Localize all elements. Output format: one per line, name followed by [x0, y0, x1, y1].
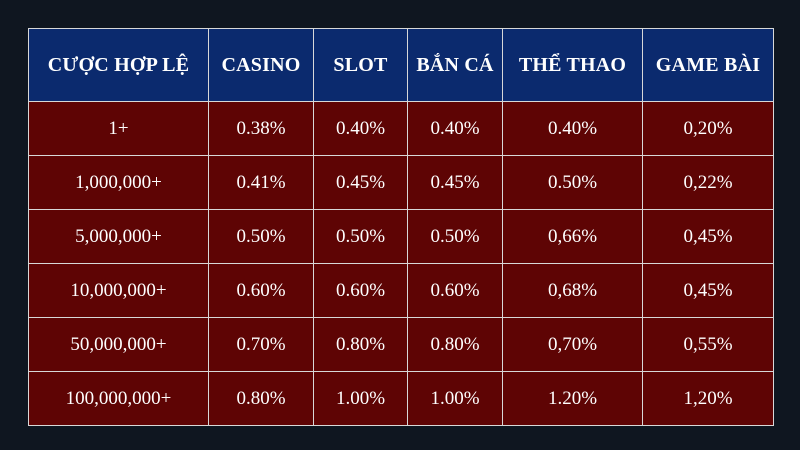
cell-valid-bet: 1,000,000+ — [28, 155, 209, 210]
cell-slot: 0.60% — [313, 263, 408, 318]
cell-casino: 0.38% — [208, 101, 314, 156]
cell-sports: 0,66% — [502, 209, 643, 264]
rebate-rate-table: CƯỢC HỢP LỆ CASINO SLOT BẮN CÁ THỂ THAO … — [28, 28, 774, 426]
cell-card-games: 0,22% — [642, 155, 774, 210]
cell-valid-bet: 100,000,000+ — [28, 371, 209, 426]
cell-fishing: 0.60% — [407, 263, 503, 318]
cell-fishing: 0.45% — [407, 155, 503, 210]
cell-card-games: 0,45% — [642, 263, 774, 318]
table-row: 5,000,000+ 0.50% 0.50% 0.50% 0,66% 0,45% — [28, 209, 774, 264]
table-row: 50,000,000+ 0.70% 0.80% 0.80% 0,70% 0,55… — [28, 317, 774, 372]
table-row: 1,000,000+ 0.41% 0.45% 0.45% 0.50% 0,22% — [28, 155, 774, 210]
cell-fishing: 0.50% — [407, 209, 503, 264]
cell-slot: 0.80% — [313, 317, 408, 372]
header-valid-bet: CƯỢC HỢP LỆ — [28, 28, 209, 102]
cell-valid-bet: 10,000,000+ — [28, 263, 209, 318]
cell-valid-bet: 5,000,000+ — [28, 209, 209, 264]
cell-fishing: 0.40% — [407, 101, 503, 156]
cell-casino: 0.41% — [208, 155, 314, 210]
table-row: 100,000,000+ 0.80% 1.00% 1.00% 1.20% 1,2… — [28, 371, 774, 426]
cell-card-games: 0,55% — [642, 317, 774, 372]
table-body: 1+ 0.38% 0.40% 0.40% 0.40% 0,20% 1,000,0… — [28, 101, 774, 426]
header-card-games: GAME BÀI — [642, 28, 774, 102]
cell-valid-bet: 50,000,000+ — [28, 317, 209, 372]
cell-valid-bet: 1+ — [28, 101, 209, 156]
cell-slot: 0.50% — [313, 209, 408, 264]
cell-card-games: 1,20% — [642, 371, 774, 426]
cell-fishing: 1.00% — [407, 371, 503, 426]
cell-card-games: 0,20% — [642, 101, 774, 156]
cell-sports: 0,68% — [502, 263, 643, 318]
table-row: 1+ 0.38% 0.40% 0.40% 0.40% 0,20% — [28, 101, 774, 156]
header-casino: CASINO — [208, 28, 314, 102]
cell-casino: 0.60% — [208, 263, 314, 318]
table-row: 10,000,000+ 0.60% 0.60% 0.60% 0,68% 0,45… — [28, 263, 774, 318]
table-header: CƯỢC HỢP LỆ CASINO SLOT BẮN CÁ THỂ THAO … — [28, 28, 774, 102]
cell-sports: 0,70% — [502, 317, 643, 372]
cell-slot: 0.40% — [313, 101, 408, 156]
cell-fishing: 0.80% — [407, 317, 503, 372]
header-row: CƯỢC HỢP LỆ CASINO SLOT BẮN CÁ THỂ THAO … — [28, 28, 774, 102]
cell-sports: 1.20% — [502, 371, 643, 426]
header-slot: SLOT — [313, 28, 408, 102]
cell-slot: 0.45% — [313, 155, 408, 210]
cell-slot: 1.00% — [313, 371, 408, 426]
cell-card-games: 0,45% — [642, 209, 774, 264]
header-sports: THỂ THAO — [502, 28, 643, 102]
cell-casino: 0.80% — [208, 371, 314, 426]
header-fishing: BẮN CÁ — [407, 28, 503, 102]
cell-casino: 0.70% — [208, 317, 314, 372]
cell-sports: 0.40% — [502, 101, 643, 156]
cell-casino: 0.50% — [208, 209, 314, 264]
cell-sports: 0.50% — [502, 155, 643, 210]
